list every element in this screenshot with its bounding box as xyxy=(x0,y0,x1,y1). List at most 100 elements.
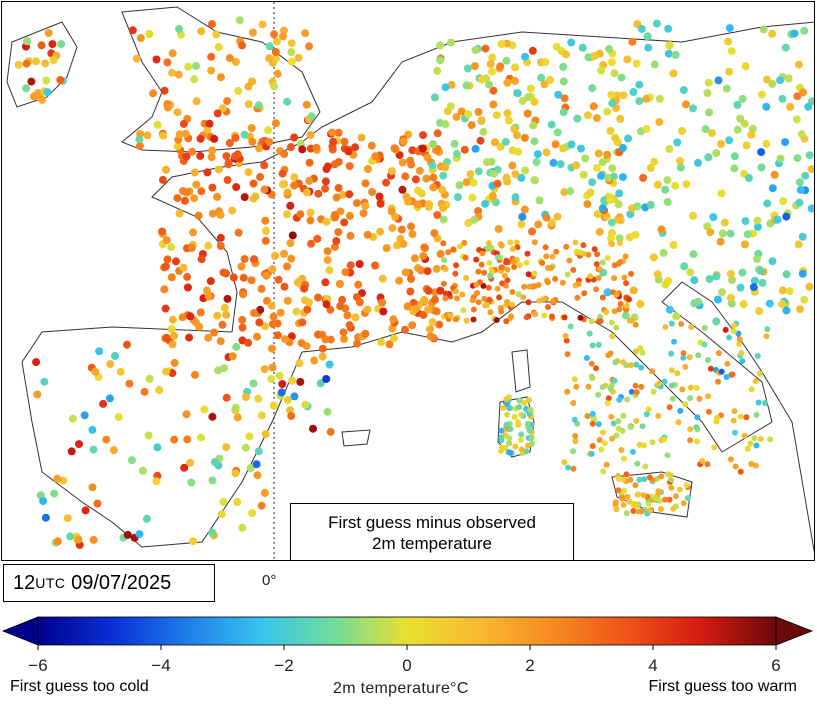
observation-dot xyxy=(595,341,602,348)
observation-dot xyxy=(797,130,806,139)
observation-dot xyxy=(487,273,494,279)
observation-dot xyxy=(664,452,671,459)
observation-dot xyxy=(463,64,472,73)
observation-dot xyxy=(352,199,361,207)
observation-dot xyxy=(509,245,516,252)
observation-dot xyxy=(501,272,508,279)
observation-dot xyxy=(711,444,718,451)
observation-dot xyxy=(326,305,335,314)
observation-dot xyxy=(228,352,237,361)
observation-dot xyxy=(567,38,576,47)
observation-dot xyxy=(488,67,496,76)
observation-dot xyxy=(280,150,289,158)
observation-dot xyxy=(678,127,687,135)
colorbar-left-arrow xyxy=(1,616,39,646)
observation-dot xyxy=(639,173,648,182)
observation-dot xyxy=(313,234,322,243)
observation-dot xyxy=(611,308,618,315)
observation-dot xyxy=(689,250,698,259)
observation-dot xyxy=(618,173,627,182)
observation-dot xyxy=(773,215,782,224)
observation-dot xyxy=(603,107,612,116)
observation-dot xyxy=(581,290,588,297)
observation-dot xyxy=(187,244,196,252)
observation-dot xyxy=(726,293,735,302)
observation-dot xyxy=(425,200,433,208)
observation-dot xyxy=(512,443,519,450)
observation-dot xyxy=(371,261,380,270)
observation-dot xyxy=(428,161,437,170)
observation-dot xyxy=(246,464,255,473)
observation-dot xyxy=(216,210,225,219)
observation-dot xyxy=(655,380,662,387)
observation-dot xyxy=(619,427,626,434)
observation-dot xyxy=(426,332,435,341)
observation-dot xyxy=(523,314,530,321)
observation-dot xyxy=(671,50,680,59)
observation-dot xyxy=(385,340,394,349)
observation-dot xyxy=(301,29,310,38)
observation-dot xyxy=(517,173,526,182)
observation-dot xyxy=(768,184,777,193)
observation-dot xyxy=(453,288,459,295)
observation-dot xyxy=(88,425,97,434)
observation-dot xyxy=(481,199,490,208)
observation-dot xyxy=(737,413,744,420)
observation-dot xyxy=(376,227,385,236)
observation-dot xyxy=(762,75,771,84)
observation-dot xyxy=(406,287,415,296)
observation-dot xyxy=(498,427,505,434)
observation-dot xyxy=(600,429,607,436)
observation-dot xyxy=(33,390,42,399)
observation-dot xyxy=(646,164,655,172)
observation-dot xyxy=(507,449,514,456)
observation-dot xyxy=(136,34,145,42)
observation-dot xyxy=(612,359,619,366)
observation-dot xyxy=(88,483,97,492)
observation-dot xyxy=(541,58,550,66)
observation-dot xyxy=(271,48,280,56)
observation-dot xyxy=(283,296,292,305)
observation-dot xyxy=(686,268,695,277)
observation-dot xyxy=(730,322,737,329)
observation-dot xyxy=(314,189,323,198)
observation-dot xyxy=(579,170,588,179)
observation-dot xyxy=(37,41,46,50)
observation-dot xyxy=(197,27,206,36)
observation-dot xyxy=(455,181,464,190)
observation-dot xyxy=(521,166,530,175)
observation-dot xyxy=(805,151,814,160)
observation-dot xyxy=(213,192,222,201)
observation-dot xyxy=(75,440,83,449)
observation-dot xyxy=(671,181,680,190)
observation-dot xyxy=(770,170,779,179)
observation-dot xyxy=(588,84,597,93)
observation-dot xyxy=(599,294,606,301)
observation-dot xyxy=(747,130,756,139)
observation-dot xyxy=(704,153,713,162)
observation-dot xyxy=(202,286,211,295)
observation-dot xyxy=(615,189,624,198)
observation-dot xyxy=(419,310,428,319)
observation-dot xyxy=(287,39,296,48)
observation-dot xyxy=(794,60,803,69)
observation-dot xyxy=(261,430,270,439)
observation-dot xyxy=(642,124,651,133)
observation-dot xyxy=(470,62,479,71)
observation-dot xyxy=(340,335,348,343)
observation-dot xyxy=(694,426,701,433)
observation-dot xyxy=(757,163,766,172)
observation-dot xyxy=(518,437,524,443)
observation-dot xyxy=(223,176,232,184)
observation-dot xyxy=(620,501,627,508)
observation-dot xyxy=(514,244,521,251)
observation-dot xyxy=(216,73,225,82)
observation-dot xyxy=(481,269,488,276)
observation-dot xyxy=(731,408,738,415)
observation-dot xyxy=(429,173,438,182)
observation-dot xyxy=(511,264,518,270)
observation-dot xyxy=(677,407,684,414)
observation-dot xyxy=(666,496,673,503)
observation-dot xyxy=(178,313,187,322)
observation-dot xyxy=(485,240,492,247)
